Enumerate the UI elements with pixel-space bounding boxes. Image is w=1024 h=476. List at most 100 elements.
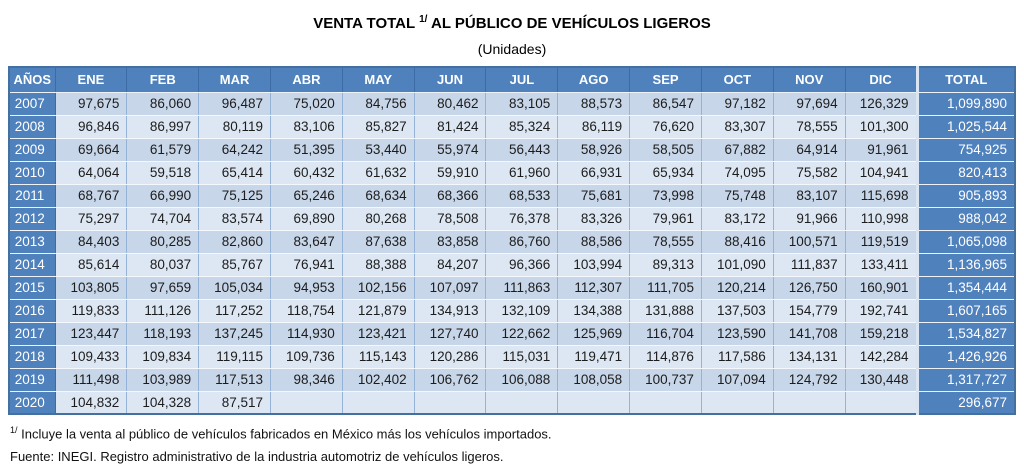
table-row: 2018 109,433 109,834 119,115 109,736 115,143 1…	[9, 344, 1015, 369]
year-cell: 2009	[9, 137, 56, 162]
month-value-cell: 80,462	[413, 91, 487, 116]
month-value-cell: 75,020	[269, 91, 343, 116]
month-value-cell: 64,914	[772, 137, 846, 162]
month-value-cell: 79,961	[629, 206, 702, 231]
month-value-cell	[269, 390, 343, 415]
month-value-cell	[629, 390, 702, 415]
month-value-cell: 133,411	[844, 252, 918, 277]
month-value-cell: 127,740	[413, 321, 487, 346]
month-value-cell: 83,647	[269, 229, 343, 254]
year-cell: 2008	[9, 114, 56, 139]
title-prefix: VENTA TOTAL	[313, 15, 415, 32]
month-value-cell: 78,555	[772, 114, 846, 139]
year-cell: 2014	[9, 252, 56, 277]
month-value-cell: 83,106	[269, 114, 343, 139]
month-value-cell: 96,846	[54, 114, 128, 139]
table-body: 2007 97,675 86,060 96,487 75,020 84,756 80,462…	[9, 91, 1015, 415]
month-value-cell: 134,913	[413, 298, 487, 323]
total-cell: 905,893	[915, 183, 1015, 208]
sales-table: AÑOS ENE FEB MAR ABR MAY JUN JUL AGO SEP OCT NOV DIC…	[8, 66, 1016, 415]
month-value-cell: 114,930	[269, 321, 343, 346]
month-value-cell: 120,286	[413, 344, 487, 369]
month-value-cell: 125,969	[557, 321, 631, 346]
year-cell: 2020	[9, 390, 56, 415]
month-value-cell: 83,107	[772, 183, 846, 208]
month-value-cell: 109,834	[126, 344, 200, 369]
month-value-cell: 116,704	[629, 321, 702, 346]
month-value-cell: 104,328	[126, 390, 200, 415]
month-value-cell: 126,329	[844, 91, 918, 116]
month-value-cell: 102,156	[341, 275, 415, 300]
month-value-cell: 85,767	[198, 252, 271, 277]
year-cell: 2007	[9, 91, 56, 116]
month-value-cell: 69,890	[269, 206, 343, 231]
month-value-cell: 51,395	[269, 137, 343, 162]
month-value-cell: 124,792	[772, 367, 846, 392]
month-value-cell: 66,990	[126, 183, 200, 208]
month-value-cell: 80,268	[341, 206, 415, 231]
month-value-cell: 75,297	[54, 206, 128, 231]
total-cell: 1,354,444	[915, 275, 1015, 300]
month-value-cell: 88,416	[700, 229, 774, 254]
month-value-cell: 123,447	[54, 321, 128, 346]
month-value-cell: 119,115	[198, 344, 271, 369]
month-value-cell: 53,440	[341, 137, 415, 162]
table-row: 2020 104,832 104,328 87,517 296,677	[9, 390, 1015, 415]
month-value-cell: 118,754	[269, 298, 343, 323]
month-value-cell: 97,675	[54, 91, 128, 116]
month-value-cell: 76,378	[485, 206, 559, 231]
title-suffix: AL PÚBLICO DE VEHÍCULOS LIGEROS	[431, 15, 711, 32]
month-value-cell: 74,704	[126, 206, 200, 231]
year-cell: 2018	[9, 344, 56, 369]
table-row: 2015 103,805 97,659 105,034 94,953 102,156 107…	[9, 275, 1015, 300]
year-cell: 2016	[9, 298, 56, 323]
month-value-cell: 109,433	[54, 344, 128, 369]
table-row: 2007 97,675 86,060 96,487 75,020 84,756 80,462…	[9, 91, 1015, 116]
month-value-cell: 85,614	[54, 252, 128, 277]
month-value-cell: 67,882	[700, 137, 774, 162]
month-value-cell: 89,313	[629, 252, 702, 277]
column-header-ene: ENE	[54, 67, 128, 93]
month-value-cell: 65,246	[269, 183, 343, 208]
month-value-cell	[485, 390, 559, 415]
month-value-cell: 112,307	[557, 275, 631, 300]
table-row: 2014 85,614 80,037 85,767 76,941 88,388 84,207…	[9, 252, 1015, 277]
month-value-cell: 68,634	[341, 183, 415, 208]
month-value-cell: 66,931	[557, 160, 631, 185]
table-row: 2009 69,664 61,579 64,242 51,395 53,440 55,974…	[9, 137, 1015, 162]
month-value-cell: 83,858	[413, 229, 487, 254]
month-value-cell: 80,285	[126, 229, 200, 254]
column-header-aos: AÑOS	[8, 67, 56, 93]
column-header-jun: JUN	[413, 67, 487, 93]
month-value-cell: 76,941	[269, 252, 343, 277]
month-value-cell	[341, 390, 415, 415]
column-header-dic: DIC	[844, 67, 918, 93]
year-cell: 2012	[9, 206, 56, 231]
total-cell: 820,413	[915, 160, 1015, 185]
month-value-cell: 73,998	[629, 183, 702, 208]
month-value-cell: 104,941	[844, 160, 918, 185]
month-value-cell: 97,659	[126, 275, 200, 300]
month-value-cell: 82,860	[198, 229, 271, 254]
column-header-oct: OCT	[700, 67, 774, 93]
month-value-cell: 122,662	[485, 321, 559, 346]
month-value-cell: 68,767	[54, 183, 128, 208]
column-header-ago: AGO	[557, 67, 631, 93]
month-value-cell: 61,579	[126, 137, 200, 162]
month-value-cell: 131,888	[629, 298, 702, 323]
column-header-total: TOTAL	[915, 67, 1016, 93]
month-value-cell: 56,443	[485, 137, 559, 162]
month-value-cell: 68,366	[413, 183, 487, 208]
month-value-cell: 68,533	[485, 183, 559, 208]
month-value-cell: 120,214	[700, 275, 774, 300]
table-header: AÑOS ENE FEB MAR ABR MAY JUN JUL AGO SEP OCT NOV DIC…	[8, 67, 1016, 93]
month-value-cell: 111,863	[485, 275, 559, 300]
month-value-cell: 76,620	[629, 114, 702, 139]
month-value-cell: 117,252	[198, 298, 271, 323]
month-value-cell: 119,833	[54, 298, 128, 323]
month-value-cell: 61,632	[341, 160, 415, 185]
month-value-cell: 75,582	[772, 160, 846, 185]
year-cell: 2017	[9, 321, 56, 346]
month-value-cell: 75,748	[700, 183, 774, 208]
